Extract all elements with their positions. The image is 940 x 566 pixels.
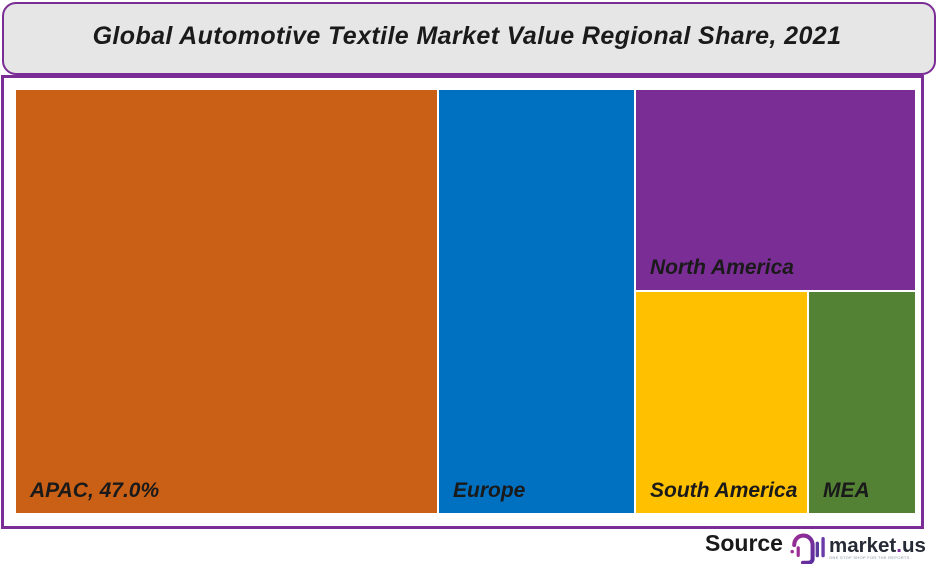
svg-text:ONE STOP SHOP FOR THE REPORTS: ONE STOP SHOP FOR THE REPORTS — [829, 555, 910, 560]
svg-text:market.us: market.us — [829, 534, 926, 557]
